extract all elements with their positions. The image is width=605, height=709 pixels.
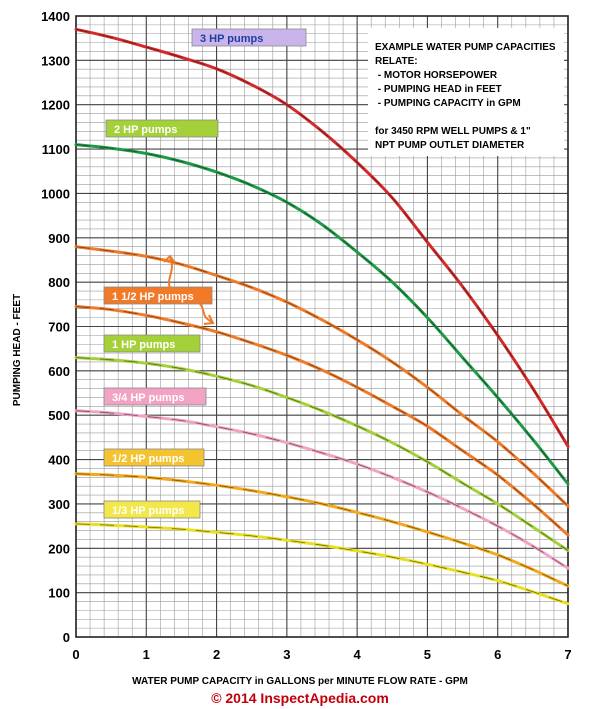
y-tick-label: 1100 bbox=[42, 142, 70, 157]
y-tick-label: 200 bbox=[48, 541, 70, 556]
pump-curves bbox=[74, 27, 570, 606]
y-tick-label: 1200 bbox=[41, 98, 70, 113]
x-axis-title: WATER PUMP CAPACITY in GALLONS per MINUT… bbox=[132, 676, 468, 687]
series-label-2: 2 HP pumps bbox=[105, 119, 219, 138]
series-reference-trace-2 bbox=[75, 144, 569, 485]
annotation-line-7: for 3450 RPM WELL PUMPS & 1" bbox=[375, 126, 531, 137]
y-tick-label: 900 bbox=[48, 231, 70, 246]
y-tick-label: 600 bbox=[48, 364, 70, 379]
y-tick-label: 0 bbox=[63, 630, 70, 645]
series-label-5: 3/4 HP pumps bbox=[103, 387, 207, 406]
series-label-box bbox=[103, 448, 205, 467]
y-tick-label: 800 bbox=[48, 275, 70, 290]
series-line-3 bbox=[74, 245, 570, 508]
series-label-4: 1 HP pumps bbox=[103, 334, 201, 353]
series-label-box bbox=[105, 119, 219, 138]
series-reference-trace-5 bbox=[75, 357, 569, 551]
annotation-line-2: RELATE: bbox=[375, 56, 418, 67]
series-label-1: 3 HP pumps bbox=[191, 28, 307, 47]
y-tick-label: 1300 bbox=[41, 53, 70, 68]
x-tick-label: 3 bbox=[283, 647, 290, 662]
x-tick-label: 7 bbox=[564, 647, 571, 662]
series-label-3: 1 1/2 HP pumps bbox=[103, 286, 213, 305]
y-tick-label: 400 bbox=[48, 453, 70, 468]
annotation-line-5: - PUMPING CAPACITY in GPM bbox=[375, 98, 521, 109]
y-tick-label: 100 bbox=[48, 586, 70, 601]
series-label-text: 1/3 HP pumps bbox=[112, 505, 185, 517]
annotation-line-3: - MOTOR HORSEPOWER bbox=[375, 70, 498, 81]
x-tick-label: 4 bbox=[354, 647, 362, 662]
copyright-notice: © 2014 InspectApedia.com bbox=[211, 690, 389, 706]
series-line-7 bbox=[74, 472, 570, 588]
series-label-text: 3/4 HP pumps bbox=[112, 392, 185, 404]
series-reference-trace-1 bbox=[75, 28, 569, 447]
pointer-arrows bbox=[163, 254, 215, 325]
series-label-box bbox=[191, 28, 307, 47]
pointer-arrowhead-lower bbox=[203, 314, 215, 325]
series-label-boxes: 3 HP pumps 2 HP pumps 1 1/2 HP pumps 1 HP p… bbox=[103, 28, 307, 519]
series-reference-trace-6 bbox=[75, 410, 569, 569]
plot-border bbox=[75, 15, 569, 638]
y-tick-label: 1400 bbox=[41, 9, 70, 24]
series-line-8 bbox=[74, 522, 570, 606]
series-label-box bbox=[103, 286, 213, 305]
pointer-arrowhead-upper bbox=[163, 254, 176, 264]
series-label-box bbox=[103, 387, 207, 406]
x-tick-label: 0 bbox=[72, 647, 79, 662]
annotation-box: EXAMPLE WATER PUMP CAPACITIES RELATE: - … bbox=[368, 28, 564, 156]
series-label-text: 2 HP pumps bbox=[114, 124, 177, 136]
series-reference-trace-7 bbox=[75, 473, 569, 587]
series-label-box bbox=[103, 334, 201, 353]
y-tick-label: 300 bbox=[48, 497, 70, 512]
pointer-arrow-lower bbox=[199, 303, 213, 323]
series-label-text: 1 HP pumps bbox=[112, 339, 175, 351]
series-reference-trace-8 bbox=[75, 523, 569, 605]
y-tick-label: 500 bbox=[48, 408, 70, 423]
x-tick-label: 1 bbox=[143, 647, 150, 662]
y-tick-labels: 0 100 200 300 400 500 600 700 800 900 1000 1100 1200… bbox=[41, 9, 70, 645]
series-reference-trace-4 bbox=[75, 306, 569, 536]
pointer-arrow-upper bbox=[168, 257, 173, 289]
plot-frame bbox=[75, 15, 569, 638]
series-label-text: 3 HP pumps bbox=[200, 33, 263, 45]
series-label-text: 1/2 HP pumps bbox=[112, 453, 185, 465]
y-tick-label: 1000 bbox=[41, 186, 70, 201]
annotation-line-1: EXAMPLE WATER PUMP CAPACITIES bbox=[375, 42, 556, 53]
annotation-background bbox=[368, 28, 564, 156]
series-reference-trace-3 bbox=[75, 246, 569, 507]
y-axis-title: PUMPING HEAD - FEET bbox=[12, 294, 23, 406]
x-tick-label: 2 bbox=[213, 647, 220, 662]
annotation-line-4: - PUMPING HEAD in FEET bbox=[375, 84, 502, 95]
y-tick-label: 700 bbox=[48, 320, 70, 335]
x-tick-label: 5 bbox=[424, 647, 431, 662]
x-tick-labels: 0 1 2 3 4 5 6 7 bbox=[72, 647, 571, 662]
series-label-box bbox=[103, 500, 201, 519]
annotation-line-8: NPT PUMP OUTLET DIAMETER bbox=[375, 140, 525, 151]
series-label-7: 1/3 HP pumps bbox=[103, 500, 201, 519]
series-label-6: 1/2 HP pumps bbox=[103, 448, 205, 467]
series-label-text: 1 1/2 HP pumps bbox=[112, 291, 194, 303]
x-tick-label: 6 bbox=[494, 647, 501, 662]
